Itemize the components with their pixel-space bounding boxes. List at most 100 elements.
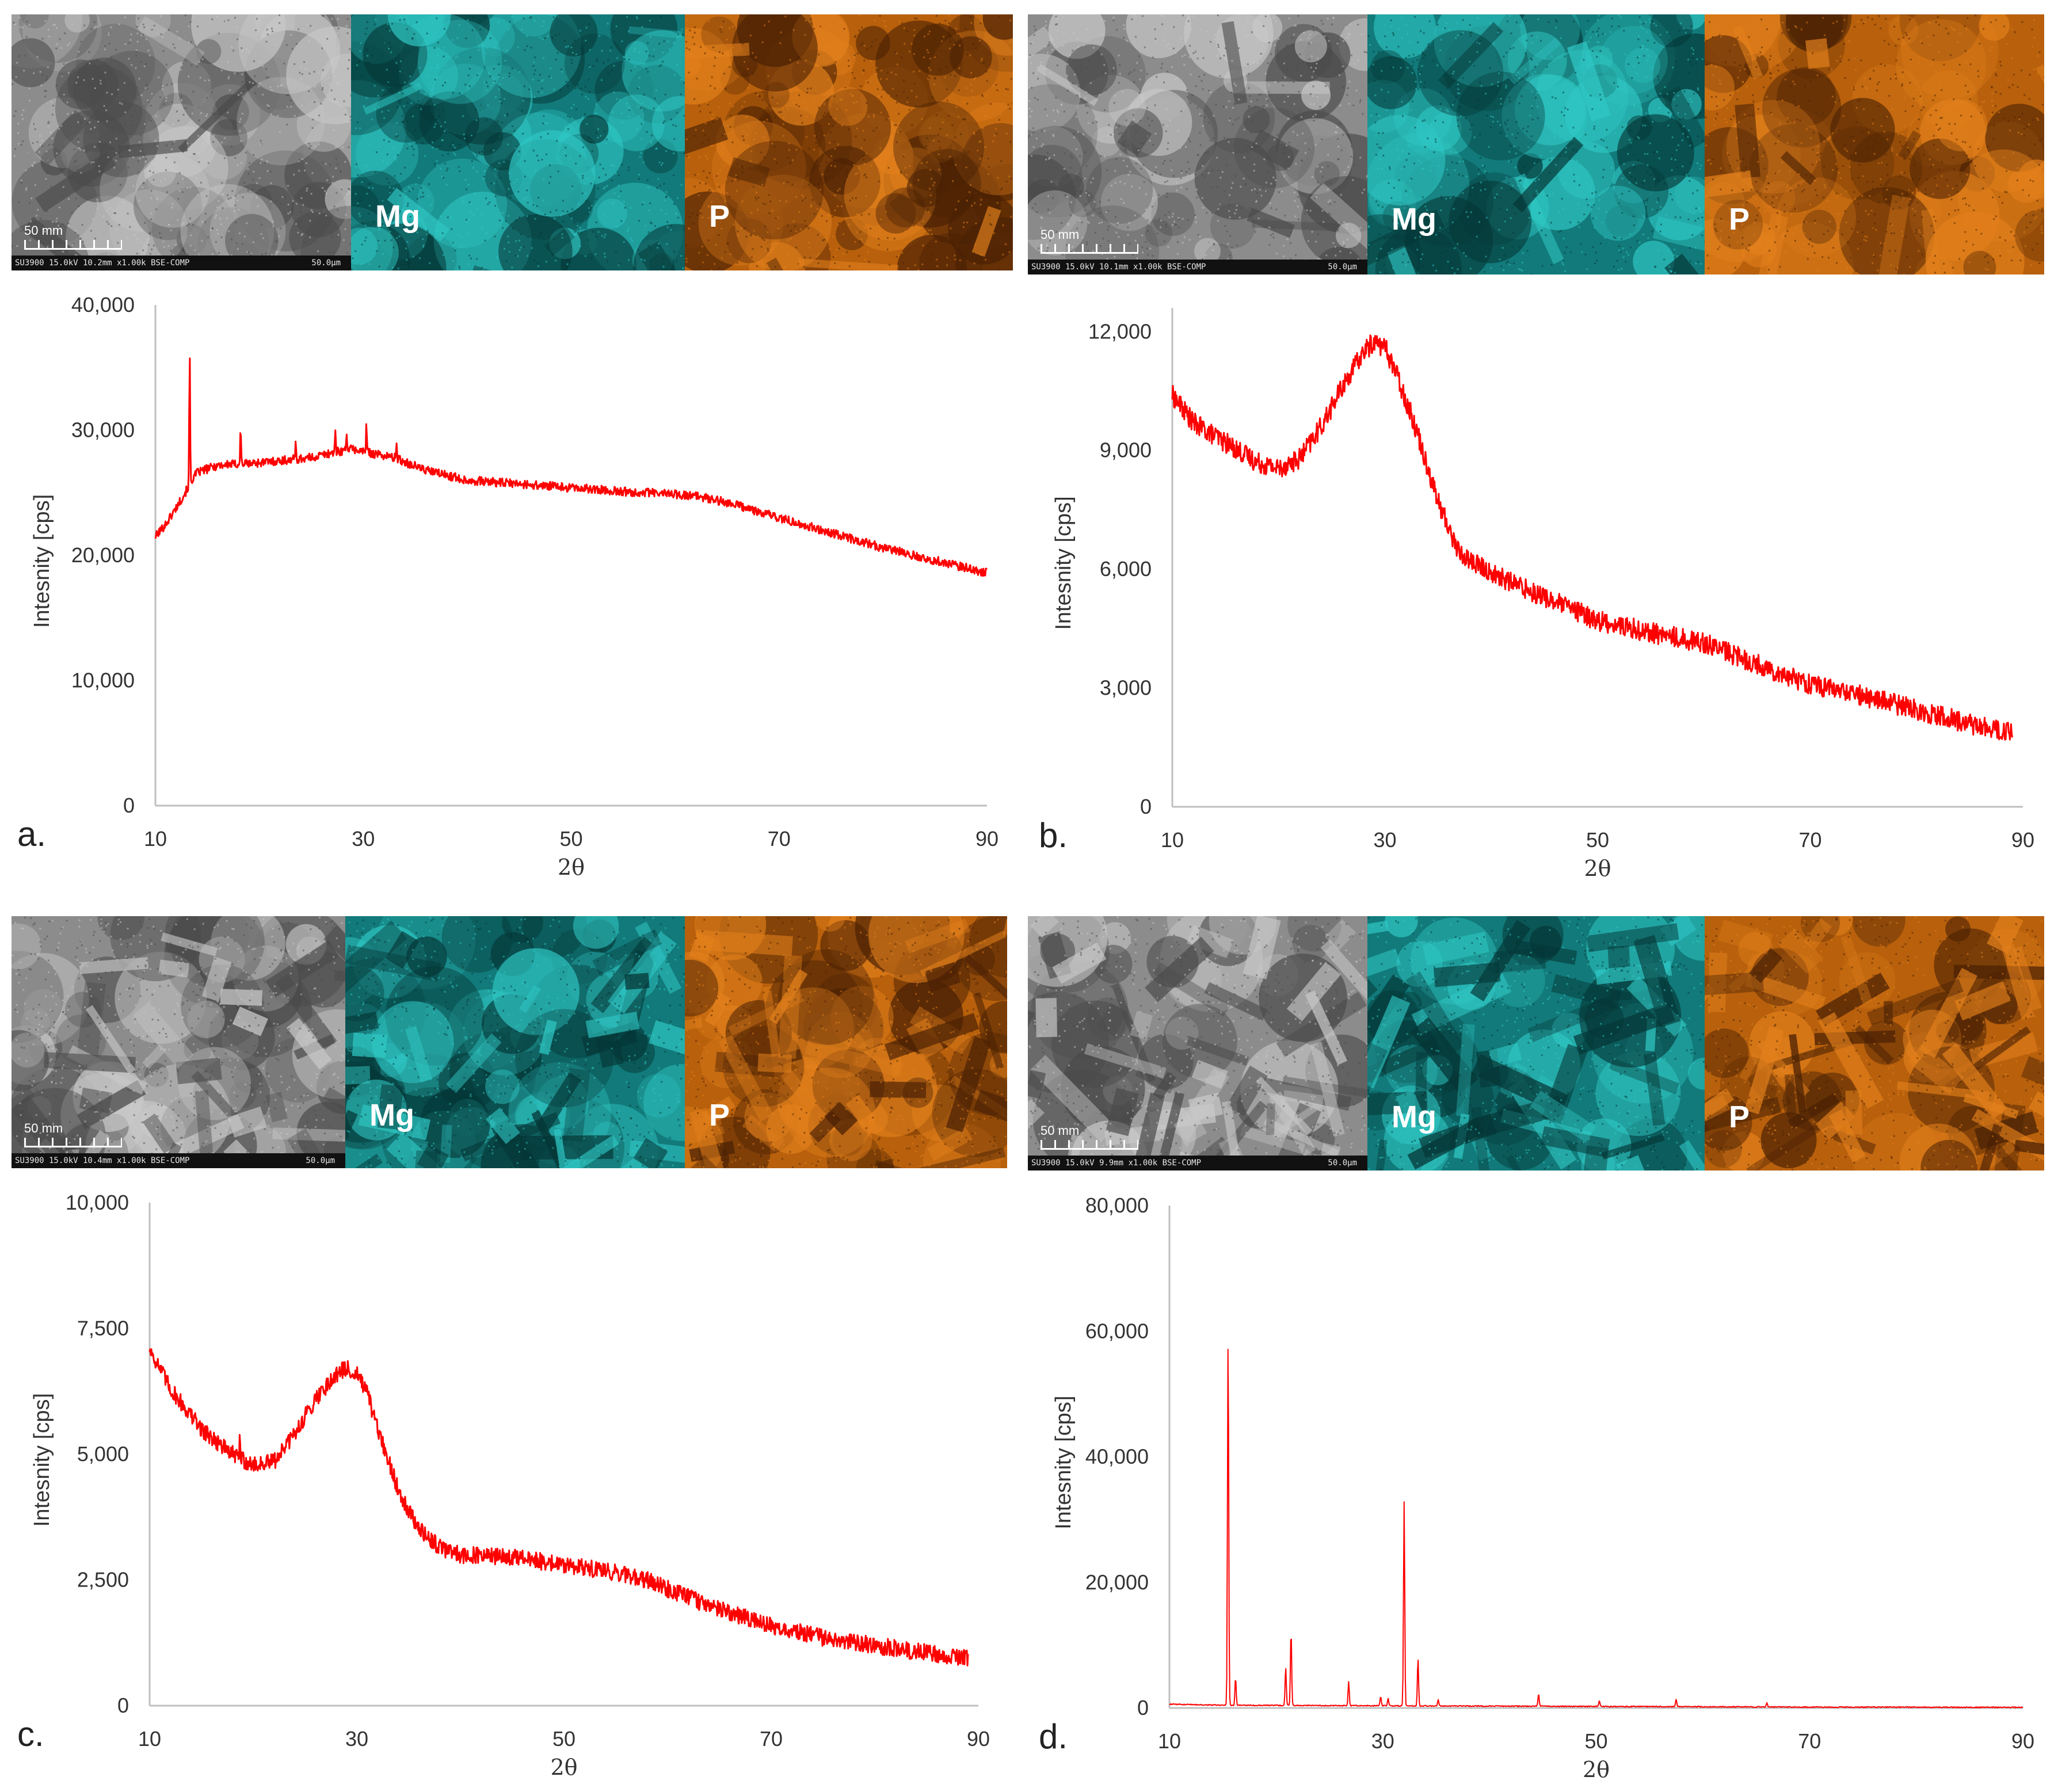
sem-info-bar: SU3900 15.0kV 10.2mm x1.00k BSE-COMP 50.0…	[12, 256, 351, 270]
x-tick-label: 90	[967, 1727, 990, 1751]
sem-map-3: 50 mm SU3900 15.0kV 10.4mm x1.00k BSE-COM…	[12, 916, 345, 1168]
panel-letter: d.	[1039, 1717, 1068, 1756]
sem-info-text: SU3900 15.0kV 9.9mm x1.00k BSE-COMP	[1031, 1158, 1202, 1168]
sem-scale-text: 50.0μm	[306, 1156, 335, 1165]
y-tick-label: 6,000	[1100, 557, 1152, 581]
x-axis-title: 2θ	[1583, 1757, 1610, 1782]
x-tick-label: 30	[1373, 828, 1396, 852]
sem-map-2: 50 mm SU3900 15.0kV 10.1mm x1.00k BSE-COM…	[1028, 14, 1367, 274]
x-tick-label: 50	[1586, 828, 1609, 852]
y-tick-label: 20,000	[1085, 1570, 1149, 1594]
mg-map-2: Mg	[1367, 14, 1705, 274]
x-tick-label: 30	[345, 1727, 368, 1751]
y-tick-label: 10,000	[71, 669, 135, 692]
mg-label: Mg	[1392, 1100, 1436, 1135]
p-map-3: P	[685, 916, 1007, 1168]
sem-info-text: SU3900 15.0kV 10.1mm x1.00k BSE-COMP	[1031, 262, 1206, 272]
y-tick-label: 9,000	[1100, 439, 1152, 462]
mg-map-3: Mg	[345, 916, 685, 1168]
p-label: P	[709, 1098, 730, 1133]
sem-info-bar: SU3900 15.0kV 9.9mm x1.00k BSE-COMP 50.0μ…	[1028, 1156, 1367, 1170]
y-tick-label: 0	[1137, 1696, 1149, 1719]
x-tick-label: 30	[352, 827, 375, 851]
x-tick-label: 90	[2011, 828, 2034, 852]
xrd-chart-d: 10 30 50 70 90 0 20,000 40,000 60,000 80,000 2θ Int…	[1039, 1194, 2034, 1782]
mg-label: Mg	[375, 199, 420, 234]
panel-letter: c.	[17, 1715, 44, 1753]
x-tick-label: 10	[138, 1727, 161, 1751]
y-tick-label: 7,500	[77, 1317, 129, 1340]
xrd-curve	[148, 1348, 969, 1667]
x-axis-title: 2θ	[1584, 856, 1611, 881]
y-tick-label: 20,000	[71, 543, 135, 567]
x-tick-label: 50	[1584, 1729, 1607, 1753]
xrd-curve	[1169, 1348, 2023, 1709]
y-tick-label: 0	[117, 1694, 129, 1717]
mg-label: Mg	[369, 1098, 414, 1133]
p-map-1: P	[685, 14, 1013, 270]
x-tick-label: 10	[1161, 828, 1184, 852]
p-map-4: P	[1705, 916, 2044, 1170]
y-tick-label: 2,500	[77, 1568, 129, 1592]
x-axis-title: 2θ	[558, 855, 585, 880]
scale-ruler	[1041, 244, 1138, 254]
xrd-curve	[154, 357, 988, 577]
x-axis-title: 2θ	[550, 1755, 577, 1780]
x-tick-label: 90	[975, 827, 998, 851]
y-tick-label: 10,000	[66, 1191, 129, 1214]
x-tick-label: 50	[559, 827, 582, 851]
y-tick-label: 40,000	[71, 293, 135, 317]
micrograph-strip-a: 50 mm SU3900 15.0kV 10.2mm x1.00k BSE-COM…	[12, 14, 1013, 270]
mg-label: Mg	[1392, 202, 1436, 237]
xrd-chart-c: 10 30 50 70 90 0 2,500 5,000 7,500 10,000 2θ Intesn…	[17, 1191, 990, 1780]
mg-map-1: Mg	[351, 14, 685, 270]
p-label: P	[1729, 1100, 1750, 1135]
scale-ruler	[1041, 1140, 1138, 1150]
xrd-curve	[1171, 334, 2013, 741]
micrograph-strip-b: 50 mm SU3900 15.0kV 10.1mm x1.00k BSE-COM…	[1028, 14, 2044, 274]
xrd-chart-a: 10 30 50 70 90 0 10,000 20,000 30,000 40,000 2θ Int…	[17, 293, 998, 880]
sem-info-text: SU3900 15.0kV 10.4mm x1.00k BSE-COMP	[15, 1156, 190, 1165]
y-axis-title: Intesnity [cps]	[1051, 1396, 1076, 1529]
sem-scale-text: 50.0μm	[1328, 1158, 1357, 1168]
x-tick-label: 90	[2011, 1729, 2034, 1753]
scale-label: 50 mm	[24, 1121, 63, 1135]
y-tick-label: 0	[123, 794, 135, 817]
y-tick-label: 30,000	[71, 418, 135, 442]
y-axis-title: Intesnity [cps]	[30, 494, 54, 628]
y-tick-label: 0	[1140, 795, 1152, 818]
scale-label: 50 mm	[24, 223, 63, 238]
y-axis-title: Intesnity [cps]	[30, 1393, 54, 1527]
scale-label: 50 mm	[1041, 227, 1080, 242]
y-tick-label: 40,000	[1085, 1445, 1149, 1469]
x-tick-label: 10	[1158, 1729, 1181, 1753]
x-tick-label: 50	[552, 1727, 576, 1751]
sem-info-bar: SU3900 15.0kV 10.1mm x1.00k BSE-COMP 50.0…	[1028, 260, 1367, 274]
scale-ruler	[24, 1138, 122, 1147]
y-tick-label: 5,000	[77, 1442, 129, 1466]
p-label: P	[709, 199, 730, 234]
scale-label: 50 mm	[1041, 1123, 1080, 1138]
y-tick-label: 60,000	[1085, 1319, 1149, 1343]
x-tick-label: 10	[144, 827, 167, 851]
panel-letter: a.	[17, 815, 46, 853]
x-tick-label: 30	[1371, 1729, 1394, 1753]
x-tick-label: 70	[1798, 1729, 1821, 1753]
y-tick-label: 80,000	[1085, 1194, 1149, 1217]
mg-map-4: Mg	[1367, 916, 1705, 1170]
panel-letter: b.	[1039, 816, 1068, 855]
p-label: P	[1729, 202, 1750, 237]
scale-ruler	[24, 240, 122, 250]
sem-scale-text: 50.0μm	[1328, 262, 1357, 272]
p-map-2: P	[1705, 14, 2044, 274]
y-axis-title: Intesnity [cps]	[1051, 496, 1076, 630]
y-tick-label: 3,000	[1100, 676, 1152, 700]
x-tick-label: 70	[1798, 828, 1821, 852]
micrograph-strip-c: 50 mm SU3900 15.0kV 10.4mm x1.00k BSE-COM…	[12, 916, 1007, 1168]
sem-scale-text: 50.0μm	[311, 258, 341, 268]
xrd-chart-b: 10 30 50 70 90 0 3,000 6,000 9,000 12,000 2θ Intesn…	[1039, 308, 2034, 881]
sem-info-text: SU3900 15.0kV 10.2mm x1.00k BSE-COMP	[15, 258, 190, 268]
sem-info-bar: SU3900 15.0kV 10.4mm x1.00k BSE-COMP 50.0…	[12, 1153, 345, 1168]
sem-map-1: 50 mm SU3900 15.0kV 10.2mm x1.00k BSE-COM…	[12, 14, 351, 270]
sem-map-4: 50 mm SU3900 15.0kV 9.9mm x1.00k BSE-COMP…	[1028, 916, 1367, 1170]
